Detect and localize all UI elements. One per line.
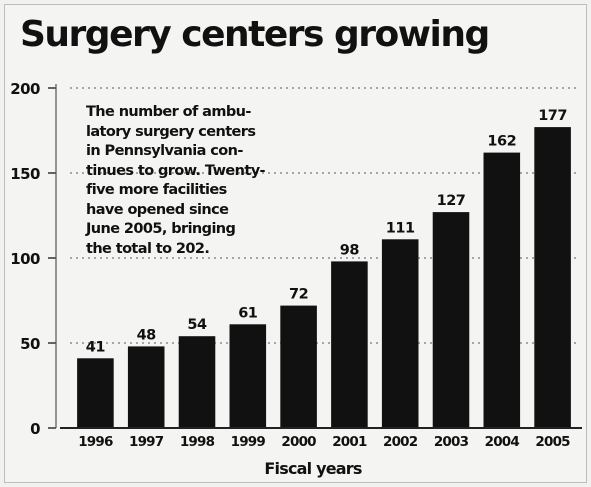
data-label: 41 (86, 339, 106, 355)
bar-2001 (331, 261, 368, 428)
gridlines (70, 87, 578, 344)
annotation-line: The number of ambu- (86, 104, 251, 120)
x-axis: 1996 1997 1998 1999 2000 2001 2002 2003 2004 2005 (60, 427, 582, 450)
data-label: 98 (340, 242, 360, 258)
annotation-line: the total to 202. (86, 240, 210, 257)
bar-2000 (280, 305, 317, 428)
data-label: 72 (289, 287, 308, 303)
bar-1998 (178, 336, 216, 428)
x-tick-label: 2001 (332, 434, 367, 450)
data-label: 48 (137, 327, 157, 343)
bar-2004 (483, 152, 521, 428)
chart-title: Surgery centers growing (20, 14, 490, 55)
bar-1996 (77, 358, 114, 428)
bars (77, 127, 571, 428)
annotation-line: five more facilities (86, 182, 227, 198)
bar-1997 (127, 346, 165, 428)
annotation-line: latory surgery centers (86, 123, 256, 140)
data-label: 177 (538, 108, 567, 124)
y-tick-label: 100 (10, 250, 40, 268)
bar-1999 (229, 324, 267, 428)
annotation-line: in Pennsylvania con- (86, 143, 243, 159)
y-tick-label: 200 (10, 80, 40, 98)
data-labels: 41 48 54 61 72 98 111 127 162 177 (86, 108, 568, 355)
y-axis: 0 50 100 150 200 (10, 80, 57, 438)
y-tick-label: 150 (10, 165, 40, 183)
x-tick-label: 2005 (535, 434, 570, 450)
annotation-line: tinues to grow. Twenty- (86, 162, 266, 179)
y-tick-label: 0 (30, 420, 40, 438)
bar-2003 (432, 212, 470, 428)
x-tick-label: 1997 (129, 434, 164, 450)
data-label: 127 (437, 193, 466, 209)
x-tick-label: 2003 (434, 434, 469, 450)
y-tick-label: 50 (20, 335, 40, 353)
bar-2005 (534, 127, 571, 428)
bar-2002 (381, 239, 419, 428)
data-label: 162 (487, 134, 516, 150)
data-label: 61 (238, 305, 258, 321)
x-tick-label: 2004 (485, 434, 520, 450)
annotation-line: have opened since (86, 201, 229, 218)
x-axis-label: Fiscal years (264, 459, 361, 478)
x-tick-label: 2000 (281, 434, 316, 450)
data-label: 111 (386, 220, 415, 236)
x-tick-label: 1998 (180, 434, 215, 450)
x-tick-label: 2002 (383, 434, 418, 450)
chart-annotation: The number of ambu-latory surgery center… (86, 103, 276, 259)
annotation-line: June 2005, bringing (86, 221, 236, 237)
x-tick-label: 1999 (231, 434, 266, 450)
x-tick-label: 1996 (78, 434, 113, 450)
data-label: 54 (187, 317, 207, 333)
